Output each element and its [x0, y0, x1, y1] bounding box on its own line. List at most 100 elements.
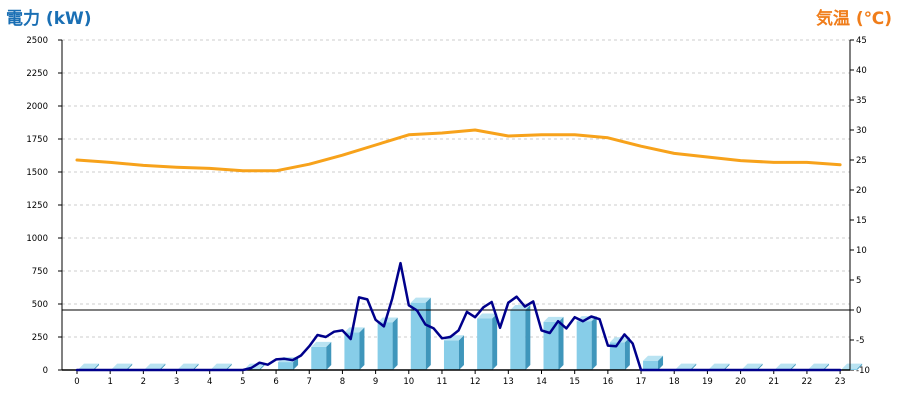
x-tick-label: 7 — [307, 377, 312, 387]
bar-side — [624, 337, 630, 370]
x-tick-label: 10 — [403, 377, 414, 387]
x-tick-label: 20 — [735, 377, 746, 387]
right-tick-label: 25 — [856, 156, 867, 166]
left-tick-label: 1250 — [26, 201, 48, 211]
bar-side — [293, 357, 299, 370]
right-tick-label: -5 — [856, 336, 864, 346]
left-tick-label: 2500 — [26, 36, 48, 46]
bar — [643, 360, 659, 370]
bar-side — [525, 304, 531, 370]
left-tick-label: 0 — [43, 366, 48, 376]
bar — [443, 340, 459, 370]
bar-top — [410, 297, 431, 303]
right-tick-label: 35 — [856, 96, 867, 106]
bar-top — [311, 341, 332, 347]
bar-side — [359, 327, 365, 370]
left-tick-label: 750 — [32, 267, 48, 277]
bar-side — [823, 363, 829, 370]
bar-side — [94, 363, 99, 370]
bar-side — [591, 316, 597, 370]
bar — [477, 318, 493, 370]
bar-side — [857, 363, 863, 370]
x-tick-label: 6 — [273, 377, 278, 387]
left-tick-label: 1750 — [26, 135, 48, 145]
right-tick-label: 20 — [856, 186, 867, 196]
bar-side — [226, 363, 232, 370]
x-tick-label: 5 — [240, 377, 245, 387]
bar-top — [79, 363, 99, 369]
x-tick-label: 23 — [835, 377, 846, 387]
right-tick-label: 10 — [856, 246, 867, 256]
bar-top — [775, 363, 796, 369]
bar-top — [709, 363, 730, 369]
x-tick-label: 3 — [174, 377, 179, 387]
bar — [278, 362, 294, 370]
bar-side — [425, 297, 431, 370]
bar-side — [193, 363, 199, 370]
left-tick-label: 500 — [32, 300, 48, 310]
left-tick-label: 1000 — [26, 234, 48, 244]
bar-top — [178, 363, 199, 369]
bar-side — [658, 355, 664, 370]
bar-side — [558, 316, 564, 370]
bar-top — [742, 363, 763, 369]
bar-side — [127, 363, 133, 370]
x-tick-label: 18 — [669, 377, 680, 387]
right-tick-label: 30 — [856, 126, 867, 136]
right-tick-label: -10 — [856, 366, 870, 376]
left-axis-title: 電力 (kW) — [6, 9, 92, 29]
right-tick-label: 45 — [856, 36, 867, 46]
bar-side — [492, 313, 498, 370]
bar — [609, 342, 625, 370]
bar — [311, 346, 327, 370]
bar-side — [160, 363, 166, 370]
x-tick-label: 13 — [503, 377, 514, 387]
right-axis-title: 気温 (℃) — [815, 9, 892, 29]
left-tick-label: 2250 — [26, 69, 48, 79]
x-tick-label: 2 — [141, 377, 146, 387]
bar — [543, 321, 559, 370]
bar-side — [691, 363, 697, 370]
bar-top — [211, 363, 232, 369]
bar-top — [643, 355, 664, 361]
bar-side — [757, 363, 763, 370]
bar-side — [458, 335, 464, 370]
x-tick-label: 21 — [768, 377, 779, 387]
x-tick-label: 22 — [802, 377, 813, 387]
bar-top — [377, 317, 398, 323]
left-tick-label: 1500 — [26, 168, 48, 178]
left-tick-label: 2000 — [26, 102, 48, 112]
bar-side — [392, 317, 398, 370]
bar-side — [259, 363, 265, 370]
right-tick-label: 15 — [856, 216, 867, 226]
bar-top — [477, 313, 498, 319]
power-line — [75, 261, 842, 372]
bar-side — [724, 363, 730, 370]
bar-top — [112, 363, 133, 369]
right-tick-label: 5 — [856, 276, 861, 286]
bar — [576, 321, 592, 370]
bar — [344, 332, 360, 370]
bar-side — [326, 341, 332, 370]
x-tick-label: 12 — [470, 377, 481, 387]
bar — [377, 322, 393, 370]
temperature-line — [75, 128, 842, 173]
bar-top — [842, 363, 863, 369]
bar — [510, 309, 526, 370]
left-tick-label: 250 — [32, 333, 48, 343]
bar-top — [344, 327, 365, 333]
bar-top — [808, 363, 829, 369]
x-tick-label: 4 — [207, 377, 212, 387]
bar-top — [145, 363, 166, 369]
x-tick-label: 11 — [437, 377, 448, 387]
x-tick-label: 0 — [74, 377, 79, 387]
x-tick-label: 14 — [536, 377, 547, 387]
bar-top — [676, 363, 697, 369]
x-tick-label: 17 — [636, 377, 647, 387]
x-tick-label: 9 — [373, 377, 378, 387]
bar-side — [790, 363, 796, 370]
right-tick-label: 0 — [856, 306, 861, 316]
x-tick-label: 1 — [107, 377, 112, 387]
x-tick-label: 19 — [702, 377, 713, 387]
